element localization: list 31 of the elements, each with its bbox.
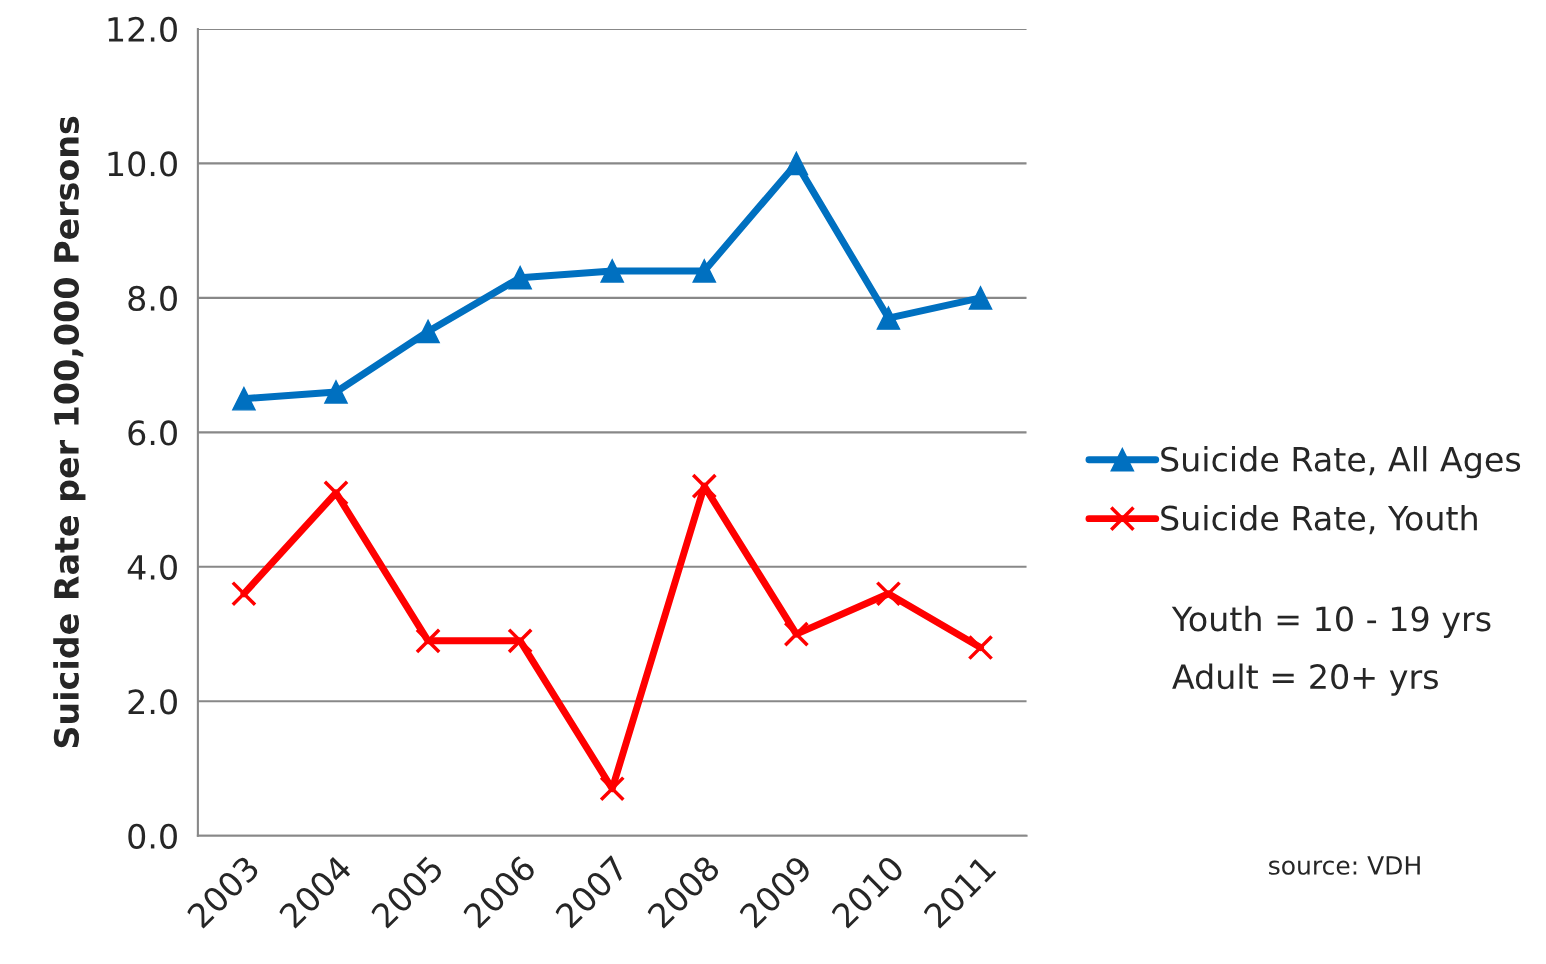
point	[324, 380, 348, 404]
y-tick-label: 12.0	[108, 16, 177, 43]
point	[599, 775, 626, 802]
point	[508, 265, 532, 290]
point	[692, 259, 717, 283]
y-tick-label: 2.0	[128, 689, 177, 715]
y-tick-label: 10.0	[108, 151, 177, 177]
point	[415, 627, 441, 654]
point	[600, 259, 625, 283]
source-note: source: VDH	[1269, 856, 1420, 875]
point	[784, 151, 809, 176]
point	[875, 580, 902, 607]
y-tick-label: 0.0	[128, 823, 177, 849]
point	[967, 634, 994, 661]
point	[783, 621, 810, 647]
y-tick-label: 4.0	[127, 554, 177, 580]
point	[507, 627, 533, 654]
y-tick-label: 6.0	[128, 420, 177, 446]
legend-label: Suicide Rate, All Ages	[1161, 446, 1521, 479]
y-tick-label: 8.0	[128, 285, 177, 312]
point	[416, 319, 440, 344]
point	[232, 386, 256, 411]
point	[876, 306, 901, 330]
point	[323, 480, 349, 506]
text: Youth = 10 - 19 yrs	[1171, 605, 1491, 638]
point	[691, 473, 718, 499]
point	[231, 580, 257, 607]
y-axis-title: Suicide Rate per 100,000 Persons	[53, 116, 86, 748]
text: Adult = 20+ yrs	[1172, 663, 1438, 696]
point	[968, 286, 993, 310]
legend-label: Suicide Rate, Youth	[1161, 504, 1477, 535]
